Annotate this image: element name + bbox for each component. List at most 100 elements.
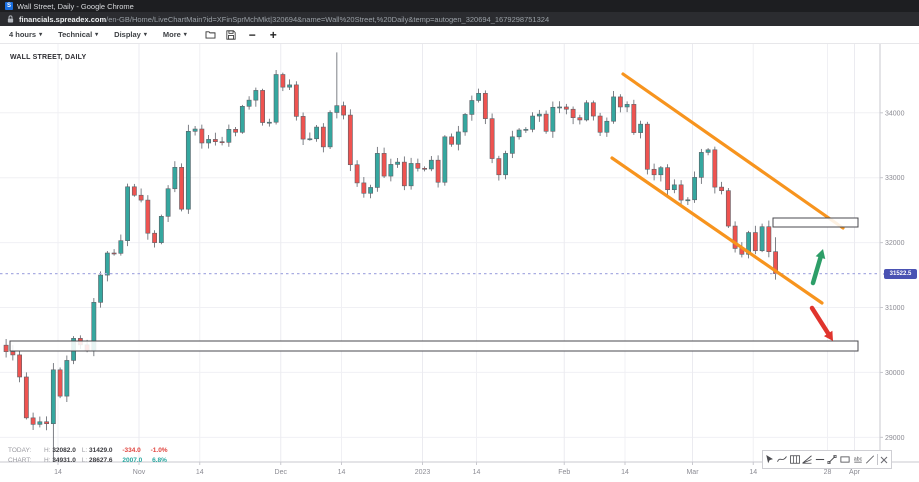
browser-titlebar: S Wall Street, Daily - Google Chrome — [0, 0, 919, 12]
candle-up — [705, 149, 711, 153]
candle-up — [698, 152, 704, 178]
candle-down — [17, 354, 22, 378]
x-tick-label: Mar — [686, 469, 699, 476]
candle-up — [239, 106, 245, 133]
url-path: /en-GB/Home/LiveChartMain?id=XFinSprMchM… — [106, 14, 550, 24]
candle-up — [557, 106, 562, 109]
candle-down — [354, 164, 360, 184]
rectangle-icon[interactable] — [839, 453, 851, 466]
candle-up — [604, 120, 610, 133]
chart-status-panel: TODAY: H: 32082.0 L: 31429.0 -334.0 -1.0% … — [8, 446, 168, 466]
up-arrow-drawing[interactable] — [815, 249, 826, 260]
candle-up — [455, 131, 461, 145]
fan-lines-icon[interactable] — [801, 453, 813, 466]
arrow-shaft[interactable] — [809, 305, 831, 336]
candle-down — [651, 168, 657, 176]
y-tick-label: 32000 — [885, 240, 905, 247]
chevron-down-icon: ▾ — [39, 32, 43, 38]
candle-down — [341, 105, 346, 116]
down-arrow-drawing[interactable] — [823, 330, 833, 341]
price-zone-box[interactable] — [772, 217, 859, 228]
candle-down — [361, 182, 367, 194]
y-tick-label: 29000 — [885, 435, 905, 442]
candle-down — [415, 163, 421, 169]
candle-down — [482, 93, 488, 119]
candle-down — [145, 199, 151, 234]
menu-label: 4 hours — [9, 30, 37, 39]
candle-down — [219, 141, 225, 143]
chevron-down-icon: ▾ — [95, 32, 99, 38]
candle-up — [192, 128, 198, 132]
candle-down — [489, 118, 495, 159]
candle-down — [44, 421, 49, 425]
candle-down — [644, 123, 650, 170]
candle-down — [401, 161, 407, 187]
x-tick-label: 14 — [54, 469, 62, 476]
arrow-shaft[interactable] — [810, 255, 823, 286]
candle-up — [611, 96, 616, 122]
candle-down — [665, 167, 670, 191]
candle-up — [658, 167, 664, 176]
chevron-down-icon: ▾ — [143, 32, 147, 38]
candle-up — [50, 369, 56, 425]
candle-down — [30, 417, 36, 425]
candle-up — [185, 130, 191, 210]
save-icon[interactable] — [226, 29, 237, 40]
menu-display[interactable]: Display ▾ — [114, 30, 147, 39]
price-zone-box[interactable] — [9, 340, 859, 352]
candle-up — [469, 100, 475, 115]
candle-up — [287, 84, 292, 88]
close-icon[interactable] — [878, 453, 890, 466]
chart-canvas[interactable]: 34000 33000 32000 31000 30000 29000 14 Nov 14 Dec… — [0, 44, 919, 482]
candle-up — [368, 187, 373, 194]
trendline-drawing[interactable] — [610, 156, 824, 305]
candle-up — [98, 274, 103, 303]
zoom-out-button[interactable]: − — [248, 27, 256, 42]
candle-down — [435, 159, 441, 183]
candle-up — [523, 129, 529, 131]
x-tick-label: 2023 — [415, 469, 431, 476]
candle-down — [719, 186, 724, 191]
candle-up — [374, 153, 380, 188]
menu-more[interactable]: More ▾ — [163, 30, 187, 39]
today-high: 32082.0 — [52, 447, 76, 454]
candle-down — [563, 106, 569, 110]
menu-4-hours[interactable]: 4 hours ▾ — [9, 30, 42, 39]
drawing-toolbar: abc — [762, 450, 892, 469]
candle-up — [273, 74, 279, 123]
candle-up — [388, 164, 394, 177]
chart-low: 28627.6 — [89, 457, 113, 464]
url-text[interactable]: financials.spreadex.com/en-GB/Home/LiveC… — [19, 15, 549, 24]
candlestick-plot[interactable]: 34000 33000 32000 31000 30000 29000 14 Nov 14 Dec… — [0, 44, 919, 482]
horizontal-line-icon[interactable] — [814, 453, 826, 466]
candle-up — [476, 93, 481, 101]
candle-up — [428, 159, 434, 170]
candle-down — [347, 114, 353, 166]
status-row-chart: CHART: H: 34931.0 L: 28627.6 2007.0 6.8% — [8, 457, 167, 464]
candle-down — [233, 129, 238, 133]
candle-down — [381, 153, 387, 177]
candle-down — [111, 252, 117, 255]
candle-down — [732, 225, 738, 249]
menu-technical[interactable]: Technical ▾ — [58, 30, 98, 39]
candle-up — [509, 136, 515, 154]
trend-line-icon[interactable] — [826, 453, 838, 466]
today-change-pct: -1.0% — [150, 447, 168, 454]
text-tool-icon[interactable]: abc — [852, 453, 864, 466]
curve-icon[interactable] — [776, 453, 788, 466]
zoom-in-button[interactable]: + — [269, 27, 277, 42]
candle-up — [759, 226, 765, 252]
open-folder-icon[interactable] — [205, 29, 216, 40]
candle-up — [584, 102, 589, 121]
cursor-icon[interactable] — [764, 453, 776, 466]
candle-down — [138, 194, 144, 201]
ray-icon[interactable] — [864, 453, 876, 466]
fib-grid-icon[interactable] — [789, 453, 801, 466]
today-change: -334.0 — [122, 447, 141, 454]
url-domain: financials.spreadex.com — [19, 14, 107, 24]
chart-instrument-title: WALL STREET, DAILY — [10, 54, 87, 61]
x-tick-label: 14 — [473, 469, 481, 476]
trendline-drawing[interactable] — [621, 72, 845, 230]
chevron-down-icon: ▾ — [183, 32, 187, 38]
browser-urlbar[interactable]: financials.spreadex.com/en-GB/Home/LiveC… — [0, 12, 919, 26]
